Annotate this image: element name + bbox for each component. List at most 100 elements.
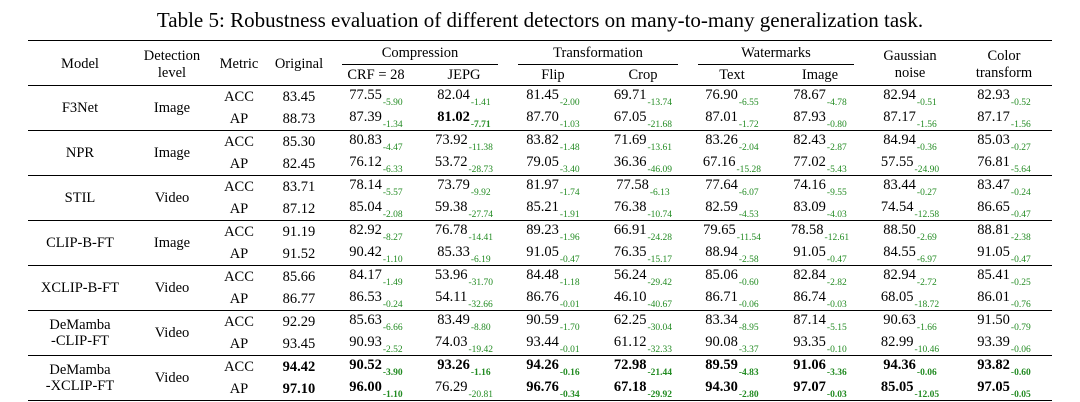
result-value: 53.72	[434, 154, 468, 171]
result-value: 67.18	[613, 379, 647, 396]
result-cell: 86.53-0.24	[332, 288, 420, 311]
col-header-original: Original	[274, 56, 324, 73]
result-cell: 82.84-2.82	[776, 266, 864, 289]
result-cell: 74.54-12.58	[864, 198, 956, 221]
result-value: 56.24	[613, 267, 647, 284]
result-delta: -0.76	[1010, 300, 1031, 311]
result-delta: -1.74	[559, 188, 580, 199]
model-name: DeMamba -XCLIP-FT	[45, 361, 115, 395]
metric-label: AP	[229, 380, 249, 397]
original-value: 91.19	[282, 223, 316, 240]
result-value: 87.70	[526, 109, 559, 126]
result-cell: 76.78-14.41	[420, 221, 508, 244]
result-value: 84.17	[349, 267, 382, 284]
result-delta: -28.73	[468, 165, 494, 176]
result-delta: -12.61	[824, 233, 850, 244]
result-delta: -0.06	[738, 300, 759, 311]
result-value: 91.05	[977, 244, 1010, 261]
result-delta: -8.95	[738, 323, 759, 334]
result-delta: -6.19	[470, 255, 491, 266]
result-value: 77.64	[705, 177, 738, 194]
result-delta: -5.57	[382, 188, 403, 199]
result-delta: -1.91	[559, 210, 580, 221]
result-delta: -0.27	[916, 188, 937, 199]
table-row: AP 82.45 76.12-6.33 53.72-28.73 79.05-3.40 36…	[28, 153, 1052, 176]
result-value: 96.76	[526, 379, 559, 396]
result-value: 74.16	[793, 177, 826, 194]
result-value: 80.83	[349, 132, 382, 149]
result-value: 90.93	[349, 334, 382, 351]
result-cell: 85.04-2.08	[332, 198, 420, 221]
result-value: 93.35	[793, 334, 826, 351]
result-cell: 91.05-0.47	[956, 243, 1052, 266]
result-cell: 83.34-8.95	[688, 311, 776, 334]
result-cell: 67.16-15.28	[688, 153, 776, 176]
result-value: 94.36	[883, 357, 916, 374]
result-value: 83.82	[526, 132, 559, 149]
result-delta: -6.07	[738, 188, 759, 199]
result-delta: -3.90	[382, 368, 403, 379]
result-value: 77.58	[616, 177, 649, 194]
result-cell: 94.30-2.80	[688, 378, 776, 401]
result-value: 68.05	[880, 289, 914, 306]
header-row-groups: Model Detection level Metric Original Co…	[28, 41, 1052, 81]
result-cell: 85.63-6.66	[332, 311, 420, 334]
result-cell: 77.02-5.43	[776, 153, 864, 176]
result-value: 90.59	[526, 312, 559, 329]
result-cell: 93.26-1.16	[420, 356, 508, 379]
result-cell: 96.00-1.10	[332, 378, 420, 401]
result-value: 86.01	[977, 289, 1010, 306]
result-delta: -2.38	[1010, 233, 1031, 244]
result-value: 81.02	[437, 109, 470, 126]
col-header-crf28: CRF = 28	[347, 66, 405, 83]
original-value: 86.77	[282, 290, 316, 307]
result-value: 81.97	[526, 177, 559, 194]
result-cell: 61.12-32.33	[598, 333, 688, 356]
result-delta: -0.51	[916, 98, 937, 109]
result-cell: 85.05-12.05	[864, 378, 956, 401]
result-value: 83.49	[437, 312, 470, 329]
result-cell: 97.05-0.05	[956, 378, 1052, 401]
result-cell: 57.55-24.90	[864, 153, 956, 176]
result-delta: -32.33	[647, 345, 673, 356]
result-value: 79.65	[703, 222, 736, 239]
result-value: 87.93	[793, 109, 826, 126]
result-cell: 90.52-3.90	[332, 356, 420, 379]
result-value: 86.74	[793, 289, 826, 306]
result-cell: 96.76-0.34	[508, 378, 598, 401]
original-value: 91.52	[282, 245, 316, 262]
result-value: 54.11	[435, 289, 468, 306]
result-value: 53.96	[434, 267, 468, 284]
result-delta: -4.53	[738, 210, 759, 221]
result-delta: -13.74	[647, 98, 673, 109]
result-delta: -18.72	[914, 300, 940, 311]
result-value: 93.26	[437, 357, 470, 374]
table-row: AP 93.45 90.93-2.52 74.03-19.42 93.44-0.01 61…	[28, 333, 1052, 356]
model-group: DeMamba -XCLIP-FT Video ACC 94.42 90.52-3.90…	[27, 355, 1052, 401]
result-cell: 88.50-2.69	[864, 221, 956, 244]
result-delta: -1.10	[382, 390, 403, 401]
result-delta: -0.27	[1010, 143, 1031, 154]
result-delta: -2.72	[916, 278, 937, 289]
result-cell: 76.38-10.74	[598, 198, 688, 221]
result-value: 93.44	[526, 334, 559, 351]
result-delta: -11.38	[468, 143, 493, 154]
result-value: 83.09	[793, 199, 826, 216]
result-cell: 85.21-1.91	[508, 198, 598, 221]
result-cell: 59.38-27.74	[420, 198, 508, 221]
result-delta: -14.41	[468, 233, 494, 244]
result-delta: -1.16	[470, 368, 491, 379]
result-cell: 82.59-4.53	[688, 198, 776, 221]
result-value: 93.82	[977, 357, 1010, 374]
result-delta: -9.92	[470, 188, 491, 199]
result-value: 97.07	[793, 379, 826, 396]
result-delta: -0.80	[826, 120, 847, 131]
result-cell: 79.65-11.54	[688, 221, 776, 244]
model-group: STIL Video ACC 83.71 78.14-5.57 73.79-9.92 81.…	[27, 175, 1052, 221]
metric-label: AP	[229, 155, 249, 172]
result-delta: -15.17	[647, 255, 673, 266]
result-delta: -0.01	[559, 345, 580, 356]
result-delta: -0.06	[1010, 345, 1031, 356]
result-cell: 91.05-0.47	[508, 243, 598, 266]
result-delta: -5.43	[826, 165, 847, 176]
